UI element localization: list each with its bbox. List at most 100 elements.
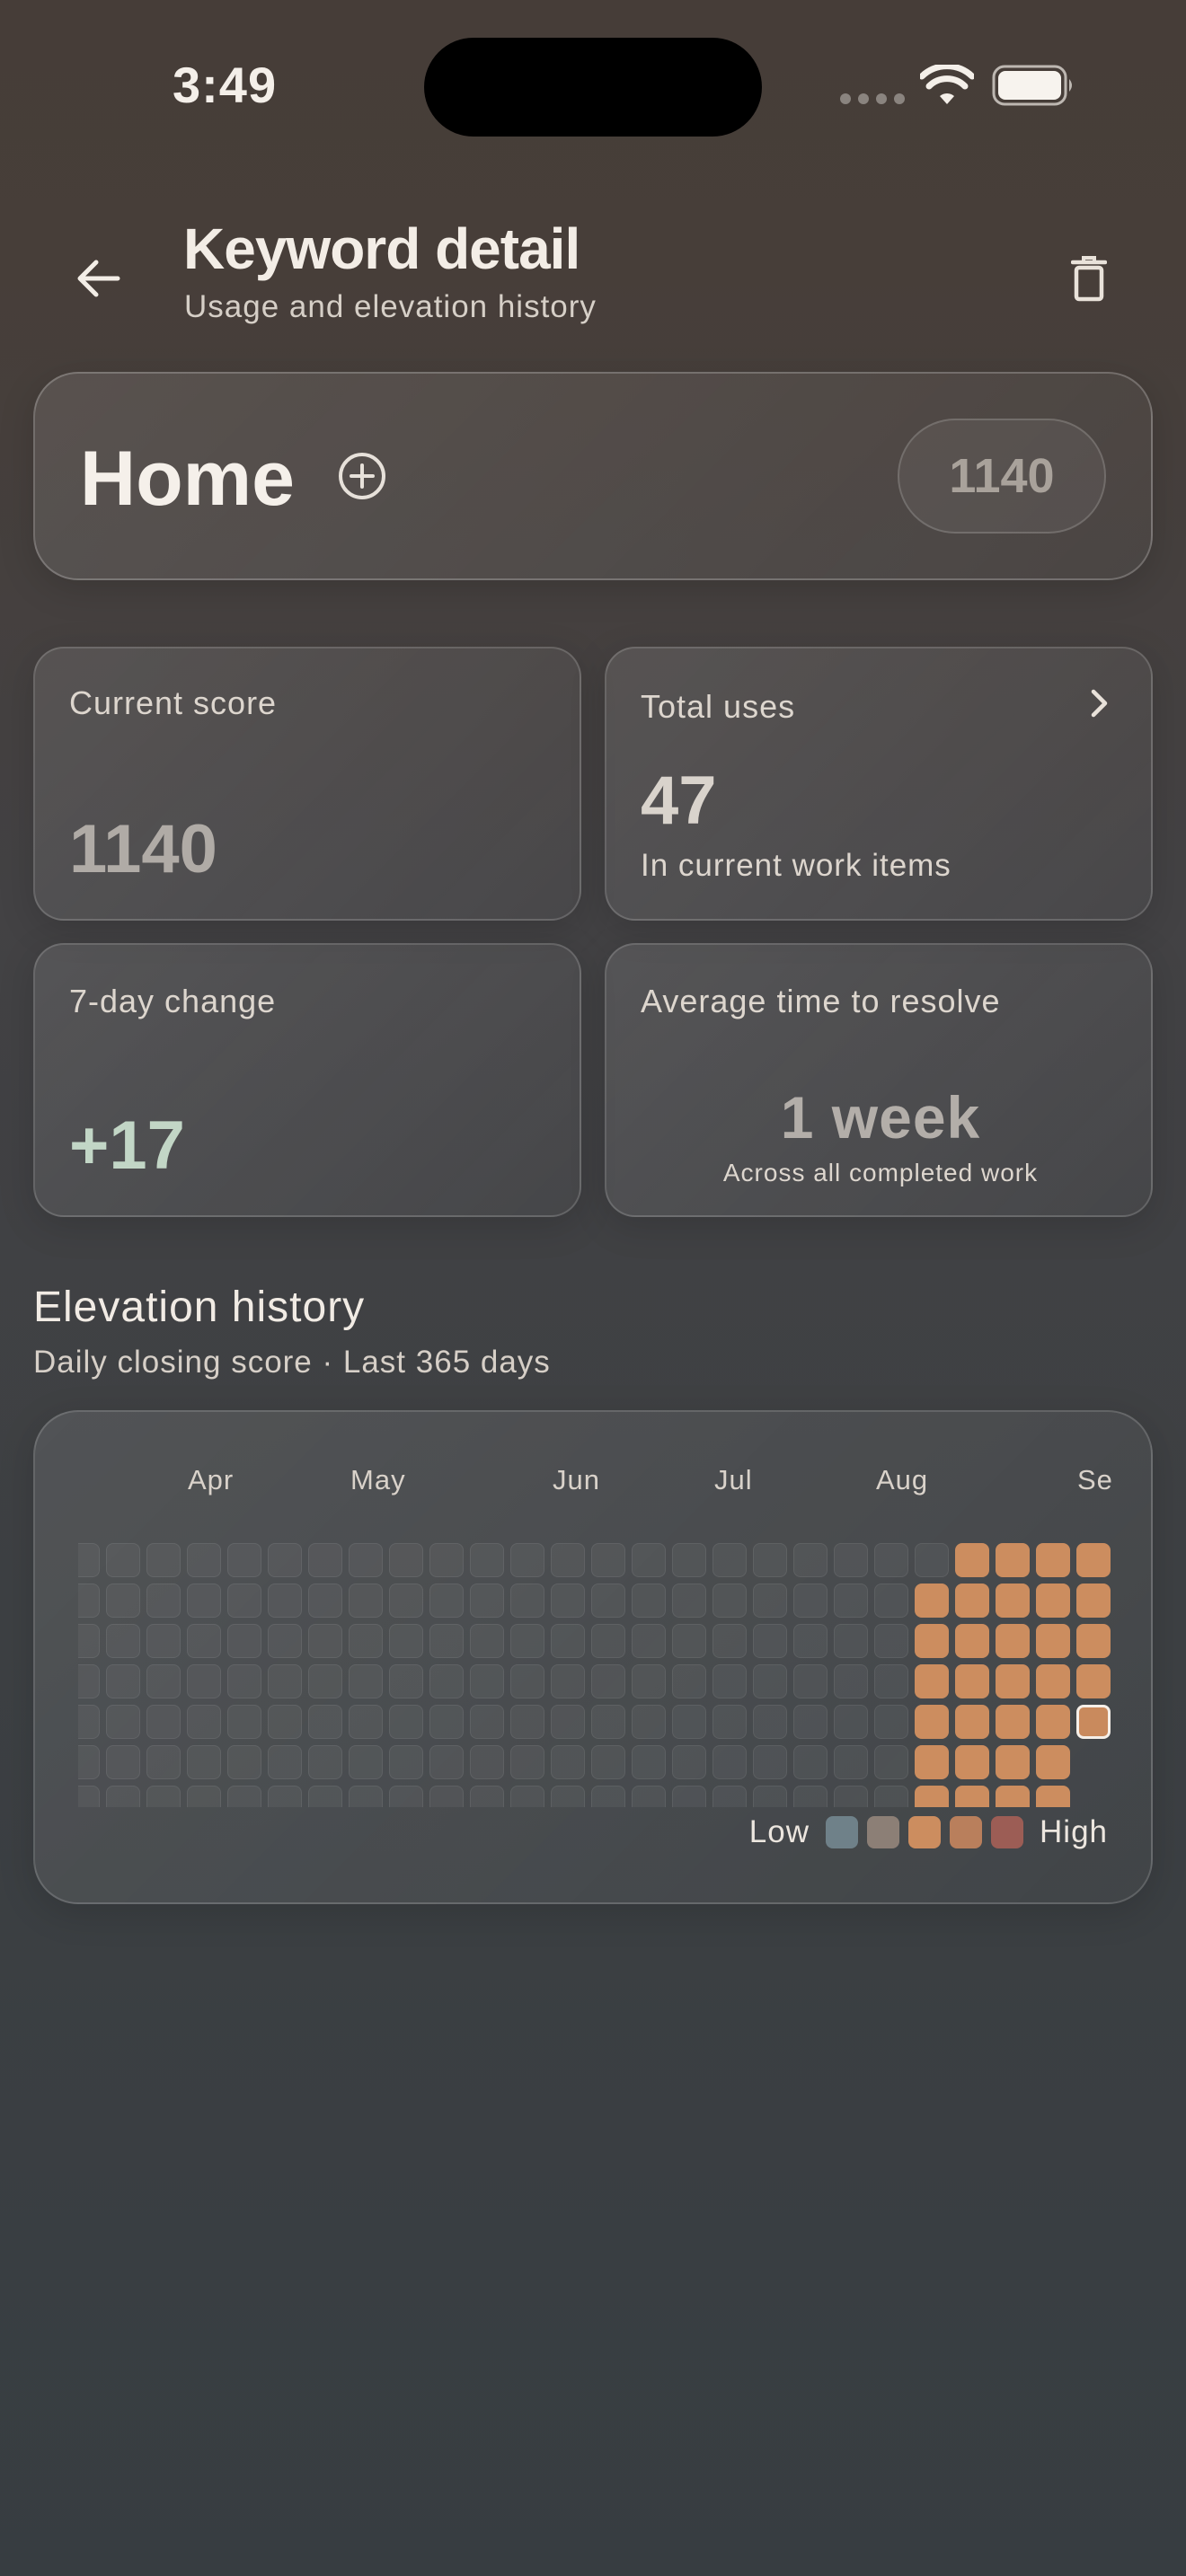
heatmap-grid[interactable]: Apr May Jun Jul Aug Se [78,1448,1147,1807]
heatmap-cell[interactable] [874,1584,908,1618]
heatmap-cell[interactable] [915,1786,949,1807]
heatmap-cell[interactable] [349,1705,383,1739]
heatmap-cell[interactable] [551,1786,585,1807]
heatmap-cell[interactable] [268,1624,302,1658]
heatmap-cell[interactable] [510,1705,544,1739]
heatmap-cell[interactable] [632,1745,666,1779]
heatmap-cell[interactable] [753,1624,787,1658]
heatmap-cell[interactable] [429,1543,464,1577]
heatmap-cell[interactable] [187,1543,221,1577]
heatmap-cell[interactable] [1036,1543,1070,1577]
heatmap-cell[interactable] [78,1624,100,1658]
heatmap-cell[interactable] [793,1664,828,1698]
heatmap-cell[interactable] [996,1745,1030,1779]
delete-button[interactable] [1053,243,1125,314]
heatmap-cell[interactable] [308,1543,342,1577]
heatmap-cell[interactable] [308,1664,342,1698]
heatmap-cell[interactable] [915,1543,949,1577]
heatmap-cell[interactable] [106,1624,140,1658]
heatmap-cell[interactable] [1036,1584,1070,1618]
heatmap-cell[interactable] [146,1543,181,1577]
heatmap-cell[interactable] [470,1786,504,1807]
heatmap-cell[interactable] [672,1624,706,1658]
heatmap-cell[interactable] [187,1705,221,1739]
heatmap-cell[interactable] [349,1745,383,1779]
heatmap-cell[interactable] [470,1543,504,1577]
heatmap-cell[interactable] [591,1584,625,1618]
heatmap-cell[interactable] [955,1543,989,1577]
heatmap-cell[interactable] [78,1786,100,1807]
heatmap-cell[interactable] [227,1624,261,1658]
heatmap-cell[interactable] [753,1543,787,1577]
heatmap-cell[interactable] [510,1786,544,1807]
heatmap-cell[interactable] [712,1745,747,1779]
heatmap-cell[interactable] [349,1584,383,1618]
heatmap-cell[interactable] [915,1584,949,1618]
heatmap-cell[interactable] [834,1705,868,1739]
heatmap-cell[interactable] [672,1745,706,1779]
heatmap-cell[interactable] [955,1786,989,1807]
heatmap-cell[interactable] [753,1786,787,1807]
heatmap-cell[interactable] [349,1543,383,1577]
heatmap-cell[interactable] [470,1584,504,1618]
heatmap-cell[interactable] [834,1584,868,1618]
heatmap-cell[interactable] [955,1584,989,1618]
heatmap-cell[interactable] [834,1664,868,1698]
heatmap-cell[interactable] [874,1543,908,1577]
heatmap-cell[interactable] [389,1624,423,1658]
heatmap-cell[interactable] [996,1664,1030,1698]
heatmap-cell[interactable] [632,1584,666,1618]
heatmap-cell[interactable] [1036,1786,1070,1807]
heatmap-cell[interactable] [78,1705,100,1739]
heatmap-cell[interactable] [227,1745,261,1779]
heatmap-cell[interactable] [389,1705,423,1739]
heatmap-cell[interactable] [915,1664,949,1698]
heatmap-cell[interactable] [78,1543,100,1577]
heatmap-cell[interactable] [955,1624,989,1658]
heatmap-cell[interactable] [996,1624,1030,1658]
heatmap-cell[interactable] [470,1624,504,1658]
heatmap-cell[interactable] [429,1584,464,1618]
heatmap-cell[interactable] [551,1705,585,1739]
heatmap-cell[interactable] [672,1705,706,1739]
heatmap-cell[interactable] [429,1624,464,1658]
heatmap-cell[interactable] [389,1745,423,1779]
heatmap-cell[interactable] [146,1664,181,1698]
heatmap-cell[interactable] [955,1745,989,1779]
heatmap-cell[interactable] [187,1786,221,1807]
heatmap-cell[interactable] [510,1664,544,1698]
heatmap-cell[interactable] [308,1745,342,1779]
heatmap-cell[interactable] [915,1745,949,1779]
heatmap-cell[interactable] [349,1786,383,1807]
heatmap-cell[interactable] [78,1745,100,1779]
heatmap-cell[interactable] [510,1745,544,1779]
heatmap-cell[interactable] [834,1543,868,1577]
add-circle-icon[interactable] [337,451,387,501]
heatmap-cell[interactable] [106,1786,140,1807]
heatmap-cell[interactable] [227,1584,261,1618]
heatmap-cell[interactable] [632,1543,666,1577]
heatmap-cell[interactable] [510,1624,544,1658]
heatmap-cell[interactable] [712,1664,747,1698]
heatmap-cell[interactable] [834,1745,868,1779]
total-uses-card[interactable]: Total uses 47 In current work items [605,647,1153,921]
heatmap-cell[interactable] [389,1584,423,1618]
heatmap-cell[interactable] [1076,1584,1111,1618]
heatmap-cell[interactable] [146,1786,181,1807]
heatmap-cell[interactable] [834,1786,868,1807]
heatmap-cell[interactable] [672,1786,706,1807]
heatmap-cell[interactable] [1036,1705,1070,1739]
heatmap-cell[interactable] [915,1705,949,1739]
heatmap-cell[interactable] [227,1543,261,1577]
heatmap-cell[interactable] [632,1705,666,1739]
heatmap-cell[interactable] [106,1543,140,1577]
heatmap-cell[interactable] [551,1584,585,1618]
heatmap-cell[interactable] [712,1705,747,1739]
heatmap-cell[interactable] [308,1705,342,1739]
heatmap-cell[interactable] [793,1786,828,1807]
heatmap-cell[interactable] [470,1664,504,1698]
heatmap-cell[interactable] [187,1664,221,1698]
heatmap-cell[interactable] [753,1584,787,1618]
heatmap-cell[interactable] [551,1543,585,1577]
heatmap-cell[interactable] [753,1664,787,1698]
